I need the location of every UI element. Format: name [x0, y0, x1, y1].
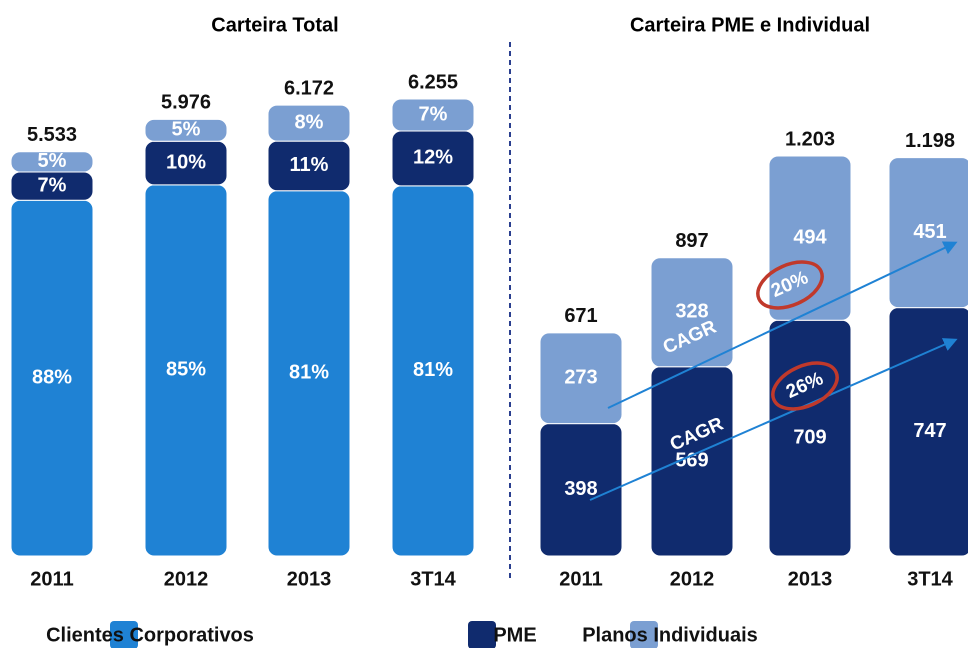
x-tick-label: 3T14 — [410, 568, 456, 590]
trend-arrow — [589, 338, 958, 501]
segment-label: 709 — [793, 426, 826, 448]
segment-label: 85% — [166, 359, 206, 381]
legend-label: Clientes Corporativos — [46, 624, 254, 646]
segment-label: 7% — [419, 103, 448, 125]
bar-segment — [539, 332, 623, 425]
total-label: 6.172 — [284, 77, 334, 99]
annotation-operator: = — [733, 294, 755, 322]
annotation-circle — [771, 361, 839, 411]
total-label: 6.255 — [408, 71, 458, 93]
x-tick-label: 2012 — [164, 568, 209, 590]
total-label: 1.203 — [785, 128, 835, 150]
x-tick-label: 2011 — [30, 568, 73, 590]
x-tick-label: 2013 — [287, 568, 332, 590]
bar-segment — [768, 155, 852, 321]
segment-label: 7% — [38, 174, 67, 196]
segment-label: 81% — [289, 362, 329, 384]
segment-label: 10% — [166, 151, 206, 173]
chart-title: Carteira PME e Individual — [630, 14, 870, 36]
bar-segment — [144, 118, 228, 142]
segment-label: 747 — [913, 420, 946, 442]
legend-label: PME — [493, 624, 536, 646]
segment-label: 5% — [38, 150, 67, 172]
legend-swatch — [110, 621, 138, 648]
bar-segment — [10, 151, 94, 173]
segment-label: 328 — [675, 301, 708, 323]
bar-segment — [888, 157, 968, 309]
segment-label: 273 — [564, 367, 597, 389]
x-tick-label: 3T14 — [907, 568, 953, 590]
chart-title: Carteira Total — [211, 14, 338, 36]
segment-label: 451 — [913, 221, 946, 243]
segment-label: 5% — [172, 119, 201, 141]
legend-swatch — [468, 621, 496, 648]
annotation-circle — [756, 260, 824, 310]
total-label: 1.198 — [905, 130, 955, 152]
legend-swatch — [630, 621, 658, 648]
bar-segment — [650, 257, 734, 368]
total-label: 897 — [675, 230, 708, 252]
x-tick-label: 2012 — [670, 568, 715, 590]
segment-label: 569 — [675, 450, 708, 472]
legend-label: Planos Individuais — [582, 624, 758, 646]
trend-arrow — [607, 241, 958, 409]
total-label: 5.976 — [161, 92, 211, 114]
segment-label: 81% — [413, 359, 453, 381]
segment-label: 494 — [793, 226, 827, 248]
bar-segment — [391, 98, 475, 132]
total-label: 671 — [564, 305, 597, 327]
bar-segment — [267, 104, 351, 142]
segment-label: 8% — [295, 111, 324, 133]
segment-label: 88% — [32, 366, 72, 388]
annotation-operator: = — [746, 392, 768, 420]
segment-label: 11% — [290, 154, 329, 176]
total-label: 5.533 — [27, 124, 77, 146]
x-tick-label: 2011 — [559, 568, 602, 590]
x-tick-label: 2013 — [788, 568, 833, 590]
segment-label: 12% — [413, 147, 453, 169]
segment-label: 398 — [564, 478, 597, 500]
